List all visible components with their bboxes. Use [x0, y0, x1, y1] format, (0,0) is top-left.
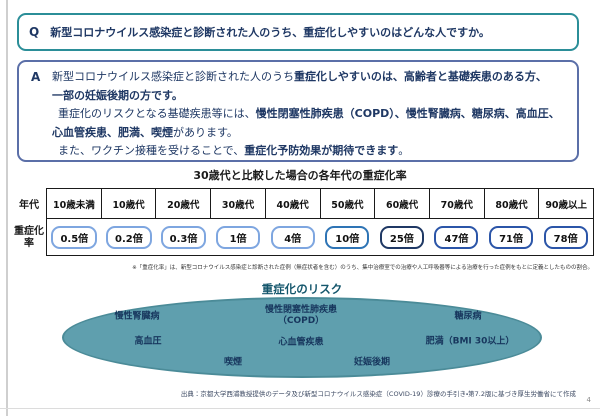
answer-line: 重症化のリスクとなる基礎疾患等には、慢性閉塞性肺疾患（COPD）、慢性腎臓病、糖…: [52, 105, 569, 124]
rate-value-cell: 0.3倍: [156, 219, 211, 255]
rate-value-row: 0.5倍 0.2倍 0.3倍 1倍 4倍 10倍 25倍 47倍 71倍 78倍: [46, 219, 594, 256]
rate-pill: 0.3倍: [160, 225, 207, 249]
source-note: 出典：京都大学西浦教授提供のデータ及び新型コロナウイルス感染症（COVID-19…: [180, 390, 576, 398]
answer-text-run: があります。: [173, 125, 238, 139]
rate-value-cell: 25倍: [375, 219, 430, 255]
age-header-cell: 60歳代: [374, 188, 429, 219]
rate-value-cell: 71倍: [484, 219, 539, 255]
age-header-cell: 40歳代: [264, 188, 320, 219]
rate-value-cell: 0.2倍: [102, 219, 157, 255]
age-header-cell: 20歳代: [155, 188, 211, 219]
answer-text-run: 。: [398, 144, 410, 157]
table-grid: 10歳未満 10歳代 20歳代 30歳代 40歳代 50歳代 60歳代 70歳代 80歳代 90歳…: [46, 188, 595, 256]
risk-label-smoking: 喫煙: [223, 357, 243, 368]
page-bottom-edge-line: [0, 408, 600, 409]
answer-text-run: 慢性閉塞性肺疾患（COPD）、慢性腎臓病、糖尿病、高血圧、: [255, 107, 560, 120]
risk-label-late-pregnancy: 妊娠後期: [353, 357, 391, 368]
age-header-cell: 50歳代: [319, 188, 375, 219]
risk-label-cardiovascular-disease: 心血管疾患: [278, 337, 324, 348]
answer-line: 一部の妊娠後期の方です。: [52, 87, 569, 106]
rate-value-cell: 4倍: [265, 219, 320, 255]
age-header-cell: 90歳以上: [538, 188, 595, 219]
risk-diagram-title: 重症化のリスク: [261, 282, 343, 296]
question-label: Q: [29, 25, 40, 39]
answer-text-run: 一部の妊娠後期の方です。: [52, 88, 183, 102]
risk-label-diabetes: 糖尿病: [454, 311, 482, 322]
page-left-edge-line: [6, 0, 8, 416]
rate-value-cell: 0.5倍: [47, 219, 102, 255]
rate-pill: 47倍: [434, 225, 479, 249]
answer-line: 新型コロナウイルス感染症と診断された人のうち重症化しやすいのは、高齢者と基礎疾患…: [52, 68, 569, 87]
risk-label-hypertension: 高血圧: [134, 336, 162, 347]
table-footnote: ※「重症化率」は、新型コロナウイルス感染症と診断された症例（無症状者を含む）のう…: [132, 265, 593, 271]
rate-pill: 4倍: [270, 225, 315, 249]
answer-text-run: また、ワクチン接種を受けることで、: [58, 144, 245, 157]
answer-box: A 新型コロナウイルス感染症と診断された人のうち重症化しやすいのは、高齢者と基礎…: [17, 60, 579, 162]
rate-pill: 1倍: [216, 225, 261, 249]
page-number: 4: [586, 396, 591, 404]
answer-text-run: 重症化しやすいのは、高齢者と基礎疾患のある方、: [294, 70, 547, 83]
rate-pill: 10倍: [325, 225, 370, 249]
answer-text-run: 重症化予防効果が期待できます: [244, 144, 399, 157]
rate-pill: 78倍: [543, 225, 588, 249]
risk-label-chronic-kidney-disease: 慢性腎臓病: [114, 311, 160, 322]
rate-pill: 0.5倍: [51, 225, 98, 249]
age-header-row: 10歳未満 10歳代 20歳代 30歳代 40歳代 50歳代 60歳代 70歳代 80歳代 90歳…: [46, 188, 595, 219]
rate-value-cell: 1倍: [211, 219, 266, 255]
age-header-cell: 80歳代: [483, 188, 539, 219]
severity-rate-table: 年代 重症化率 10歳未満 10歳代 20歳代 30歳代 40歳代 50歳代 60歳代 70歳…: [12, 188, 595, 256]
risk-ellipse: [62, 297, 542, 378]
risk-label-copd: 慢性閉塞性肺疾患 （COPD）: [264, 305, 338, 326]
table-row-labels: 年代 重症化率: [12, 188, 46, 256]
rate-pill: 71倍: [489, 225, 534, 249]
age-header-cell: 10歳代: [100, 188, 156, 219]
answer-line: また、ワクチン接種を受けることで、重症化予防効果が期待できます。: [52, 142, 569, 161]
age-header-cell: 10歳未満: [46, 188, 101, 219]
answer-text-run: 新型コロナウイルス感染症と診断された人のうち: [52, 70, 294, 83]
rate-value-cell: 78倍: [538, 219, 593, 255]
row-label-age: 年代: [19, 200, 39, 211]
age-header-cell: 30歳代: [210, 188, 265, 219]
rate-pill: 0.2倍: [106, 225, 152, 249]
rate-pill: 25倍: [379, 225, 424, 249]
answer-text-run: 重症化のリスクとなる基礎疾患等には、: [58, 107, 256, 120]
severity-table-title: 30歳代と比較した場合の各年代の重症化率: [193, 169, 407, 182]
answer-text-block: 新型コロナウイルス感染症と診断された人のうち重症化しやすいのは、高齢者と基礎疾患…: [42, 68, 569, 161]
answer-label: A: [31, 70, 41, 84]
row-label-severity-rate: 重症化率: [14, 225, 44, 249]
question-box: Q 新型コロナウイルス感染症と診断された人のうち、重症化しやすいのはどんな人です…: [17, 13, 579, 51]
rate-value-cell: 10倍: [320, 219, 375, 255]
rate-value-cell: 47倍: [429, 219, 484, 255]
answer-line: 心血管疾患、肥満、喫煙があります。: [52, 124, 569, 143]
question-text: 新型コロナウイルス感染症と診断された人のうち、重症化しやすいのはどんな人ですか。: [50, 26, 490, 39]
age-header-cell: 70歳代: [428, 188, 484, 219]
risk-label-obesity: 肥満（BMI 30以上）: [425, 336, 515, 347]
answer-text-run: 心血管疾患、肥満、喫煙: [52, 125, 173, 139]
